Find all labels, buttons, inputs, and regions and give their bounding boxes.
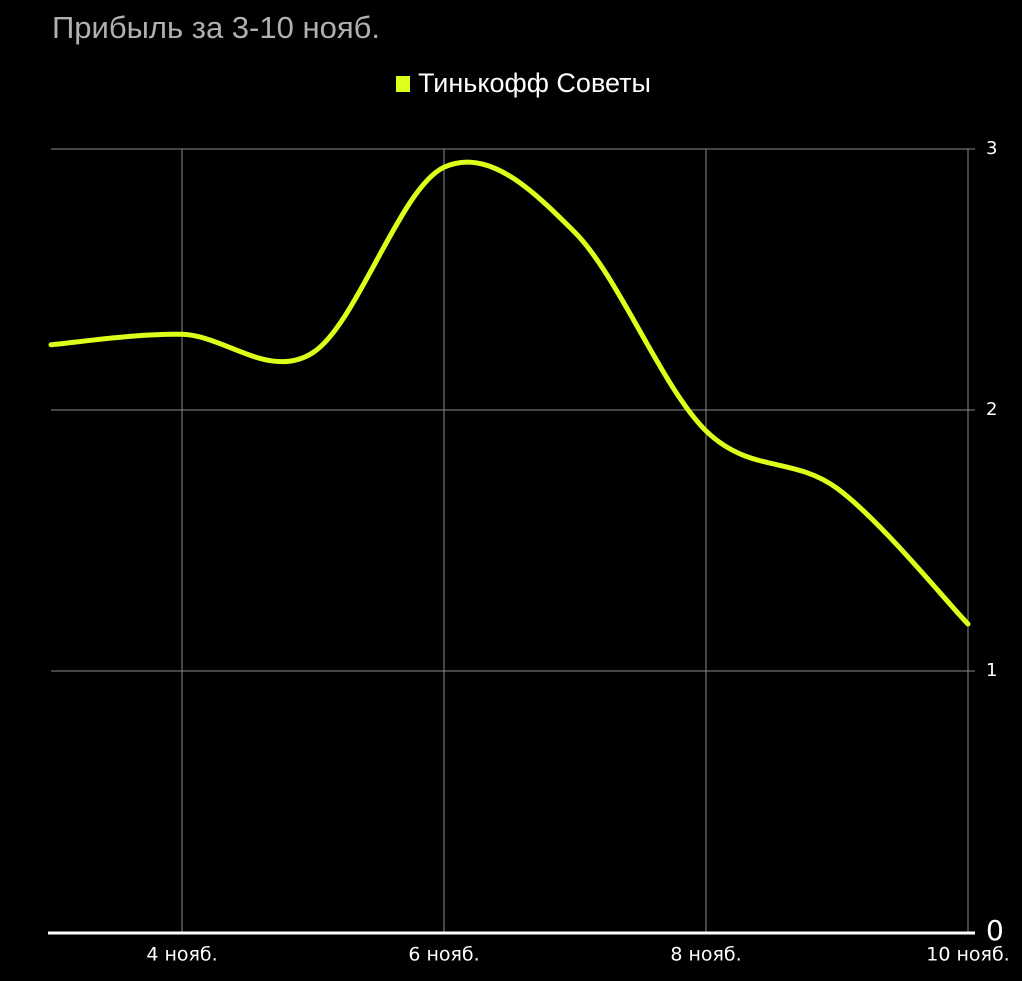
x-tick-label: 8 нояб. bbox=[670, 944, 741, 966]
x-tick-label: 10 нояб. bbox=[926, 944, 1009, 966]
x-tick-label: 6 нояб. bbox=[408, 944, 479, 966]
y-tick-label: 2 bbox=[986, 399, 997, 420]
y-tick-label: 1 bbox=[986, 660, 997, 681]
y-tick-label: 0 bbox=[986, 914, 1004, 947]
legend-swatch bbox=[396, 76, 410, 92]
x-tick-label: 4 нояб. bbox=[146, 944, 217, 966]
data-line bbox=[48, 159, 971, 627]
chart-title: Прибыль за 3-10 нояб. bbox=[52, 10, 380, 45]
legend-label: Тинькофф Советы bbox=[418, 68, 651, 98]
y-tick-label: 3 bbox=[986, 138, 997, 159]
